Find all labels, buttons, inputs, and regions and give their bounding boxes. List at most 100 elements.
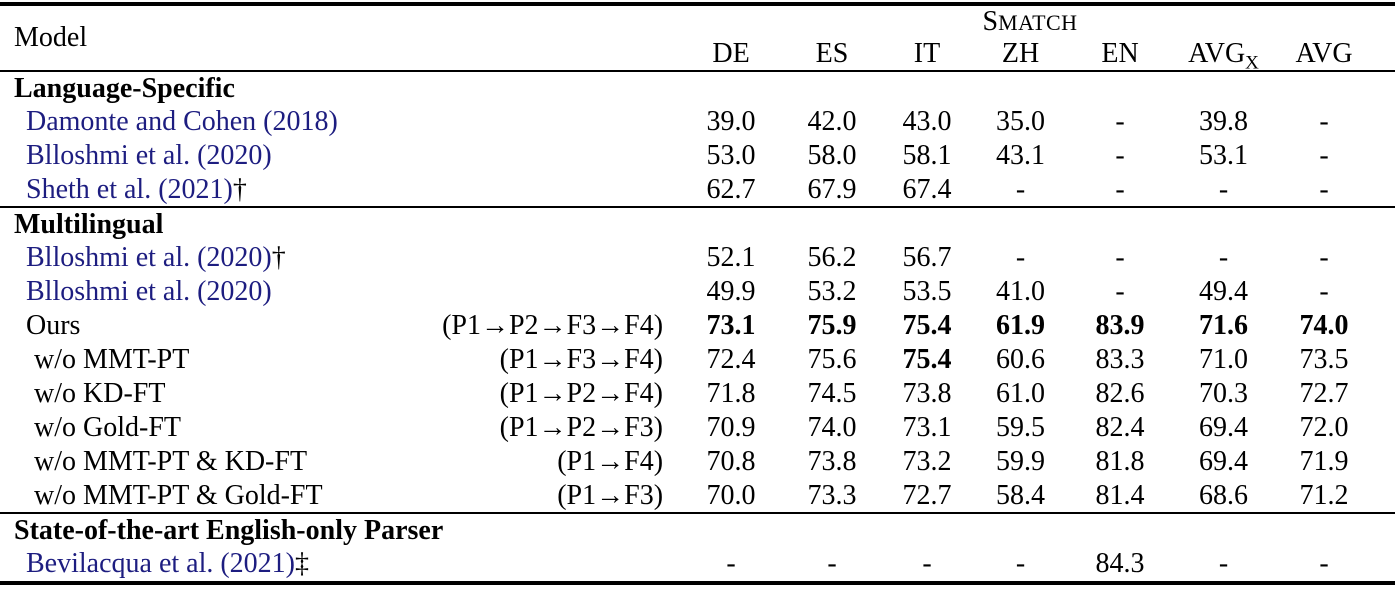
avgx-subscript: X	[1245, 52, 1259, 74]
model-name: w/o MMT-PT	[34, 344, 190, 375]
score-cell: 53.1	[1199, 140, 1249, 171]
score-cell: 58.4	[996, 479, 1046, 511]
score-cell: 74.0	[807, 412, 857, 443]
section-header-sota-english: State-of-the-art English-only Parser	[0, 512, 1395, 547]
score-cell: 71.6	[1199, 310, 1249, 341]
table-row: w/o Gold-FT (P1→P2→F3) 70.9 74.0 73.1 59…	[0, 411, 1395, 445]
score-cell: -	[1218, 548, 1229, 579]
citation-link[interactable]: Damonte and Cohen (2018)	[26, 106, 338, 137]
table-row: Damonte and Cohen (2018) 39.0 42.0 43.0 …	[0, 105, 1395, 139]
smatch-group-header: SMATCH	[665, 6, 1395, 38]
table-row: Blloshmi et al. (2020) 53.0 58.0 58.1 43…	[0, 139, 1395, 173]
score-cell: -	[922, 548, 932, 579]
score-cell: 83.9	[1095, 310, 1145, 341]
score-cell: 75.9	[807, 310, 857, 341]
score-cell: -	[1319, 242, 1329, 273]
score-cell: -	[827, 548, 837, 579]
score-cell: 59.9	[996, 446, 1046, 477]
score-cell: 70.8	[706, 446, 756, 477]
score-cell: 71.2	[1299, 479, 1349, 511]
score-cell: 43.0	[902, 106, 952, 137]
citation-link[interactable]: Blloshmi et al. (2020)	[26, 140, 272, 171]
score-cell: 42.0	[807, 106, 857, 137]
score-cell: -	[1218, 242, 1229, 273]
pipeline-label: (P1→F4)	[557, 446, 664, 477]
score-cell: 61.0	[996, 378, 1046, 409]
score-cell: 72.0	[1299, 412, 1349, 443]
dagger-suffix: ‡	[295, 548, 310, 579]
citation-link[interactable]: Sheth et al. (2021)	[26, 173, 233, 205]
score-cell: 82.4	[1095, 412, 1145, 443]
column-header-it: IT	[881, 38, 974, 72]
pipeline-label: (P1→P2→F3)	[499, 412, 664, 443]
results-table: Model SMATCH DE ES IT ZH EN AVGX AVG Lan…	[0, 6, 1395, 581]
section-header-language-specific: Language-Specific	[0, 71, 1395, 105]
table-bottom-rule	[0, 581, 1395, 585]
score-cell: 58.0	[807, 140, 857, 171]
column-header-de: DE	[665, 38, 784, 72]
score-cell: 62.7	[706, 173, 756, 205]
table-top-rule	[0, 2, 1395, 6]
score-cell: 74.0	[1299, 310, 1349, 341]
score-cell: 81.4	[1095, 479, 1145, 511]
score-cell: 72.7	[902, 479, 952, 511]
citation-link[interactable]: Blloshmi et al. (2020)	[26, 276, 272, 307]
score-cell: 81.8	[1095, 446, 1145, 477]
score-cell: 67.4	[902, 173, 952, 205]
score-cell: 83.3	[1095, 344, 1145, 375]
score-cell: 73.5	[1299, 344, 1349, 375]
score-cell: 73.8	[807, 446, 857, 477]
score-cell: 70.9	[706, 412, 756, 443]
table-row: Blloshmi et al. (2020)† 52.1 56.2 56.7 -…	[0, 241, 1395, 275]
score-cell: 75.6	[807, 344, 857, 375]
section-title: Language-Specific	[14, 72, 235, 104]
section-header-multilingual: Multilingual	[0, 206, 1395, 241]
pipeline-label: (P1→P2→F3→F4)	[442, 310, 664, 341]
score-cell: -	[1319, 140, 1329, 171]
citation-link[interactable]: Blloshmi et al. (2020)	[26, 242, 272, 273]
score-cell: -	[1115, 242, 1125, 273]
smatch-label-rest: MATCH	[998, 10, 1078, 35]
score-cell: 56.7	[902, 242, 952, 273]
score-cell: -	[1319, 106, 1329, 137]
model-name: Ours	[26, 310, 81, 341]
column-header-avg: AVG	[1275, 38, 1395, 72]
smatch-label-cap: S	[982, 6, 999, 37]
score-cell: -	[1115, 106, 1125, 137]
column-header-zh: ZH	[973, 38, 1069, 72]
model-name: w/o MMT-PT & KD-FT	[34, 446, 308, 477]
score-cell: 61.9	[996, 310, 1046, 341]
score-cell: 73.2	[902, 446, 952, 477]
score-cell: 73.3	[807, 479, 857, 511]
score-cell: 67.9	[807, 173, 857, 205]
score-cell: 41.0	[996, 276, 1046, 307]
score-cell: 35.0	[996, 106, 1046, 137]
score-cell: -	[1218, 173, 1229, 205]
pipeline-label	[352, 139, 665, 173]
score-cell: 39.0	[706, 106, 756, 137]
table-row: w/o MMT-PT (P1→F3→F4) 72.4 75.6 75.4 60.…	[0, 343, 1395, 377]
score-cell: 49.9	[706, 276, 756, 307]
model-name: w/o Gold-FT	[34, 412, 181, 443]
table-subheader-row: DE ES IT ZH EN AVGX AVG	[0, 38, 1395, 74]
score-cell: -	[726, 548, 736, 579]
score-cell: -	[1319, 173, 1329, 205]
score-cell: 68.6	[1199, 479, 1249, 511]
model-column-header: Model	[0, 6, 666, 72]
dagger-suffix: †	[271, 242, 286, 273]
section-title: State-of-the-art English-only Parser	[0, 512, 1395, 547]
column-header-avgx: AVGX	[1172, 38, 1276, 74]
pipeline-label	[352, 105, 665, 139]
score-cell: -	[1319, 276, 1329, 307]
citation-link[interactable]: Bevilacqua et al. (2021)	[26, 548, 296, 579]
table-row: w/o MMT-PT & Gold-FT (P1→F3) 70.0 73.3 7…	[0, 479, 1395, 513]
score-cell: 75.4	[902, 310, 952, 341]
score-cell: -	[1115, 276, 1125, 307]
score-cell: 69.4	[1199, 446, 1249, 477]
table-header-row: Model SMATCH	[0, 6, 1395, 72]
score-cell: 72.4	[706, 344, 756, 375]
score-cell: 71.9	[1299, 446, 1349, 477]
model-name: w/o MMT-PT & Gold-FT	[34, 479, 323, 511]
score-cell: 82.6	[1095, 378, 1145, 409]
table-row: Blloshmi et al. (2020) 49.9 53.2 53.5 41…	[0, 275, 1395, 309]
